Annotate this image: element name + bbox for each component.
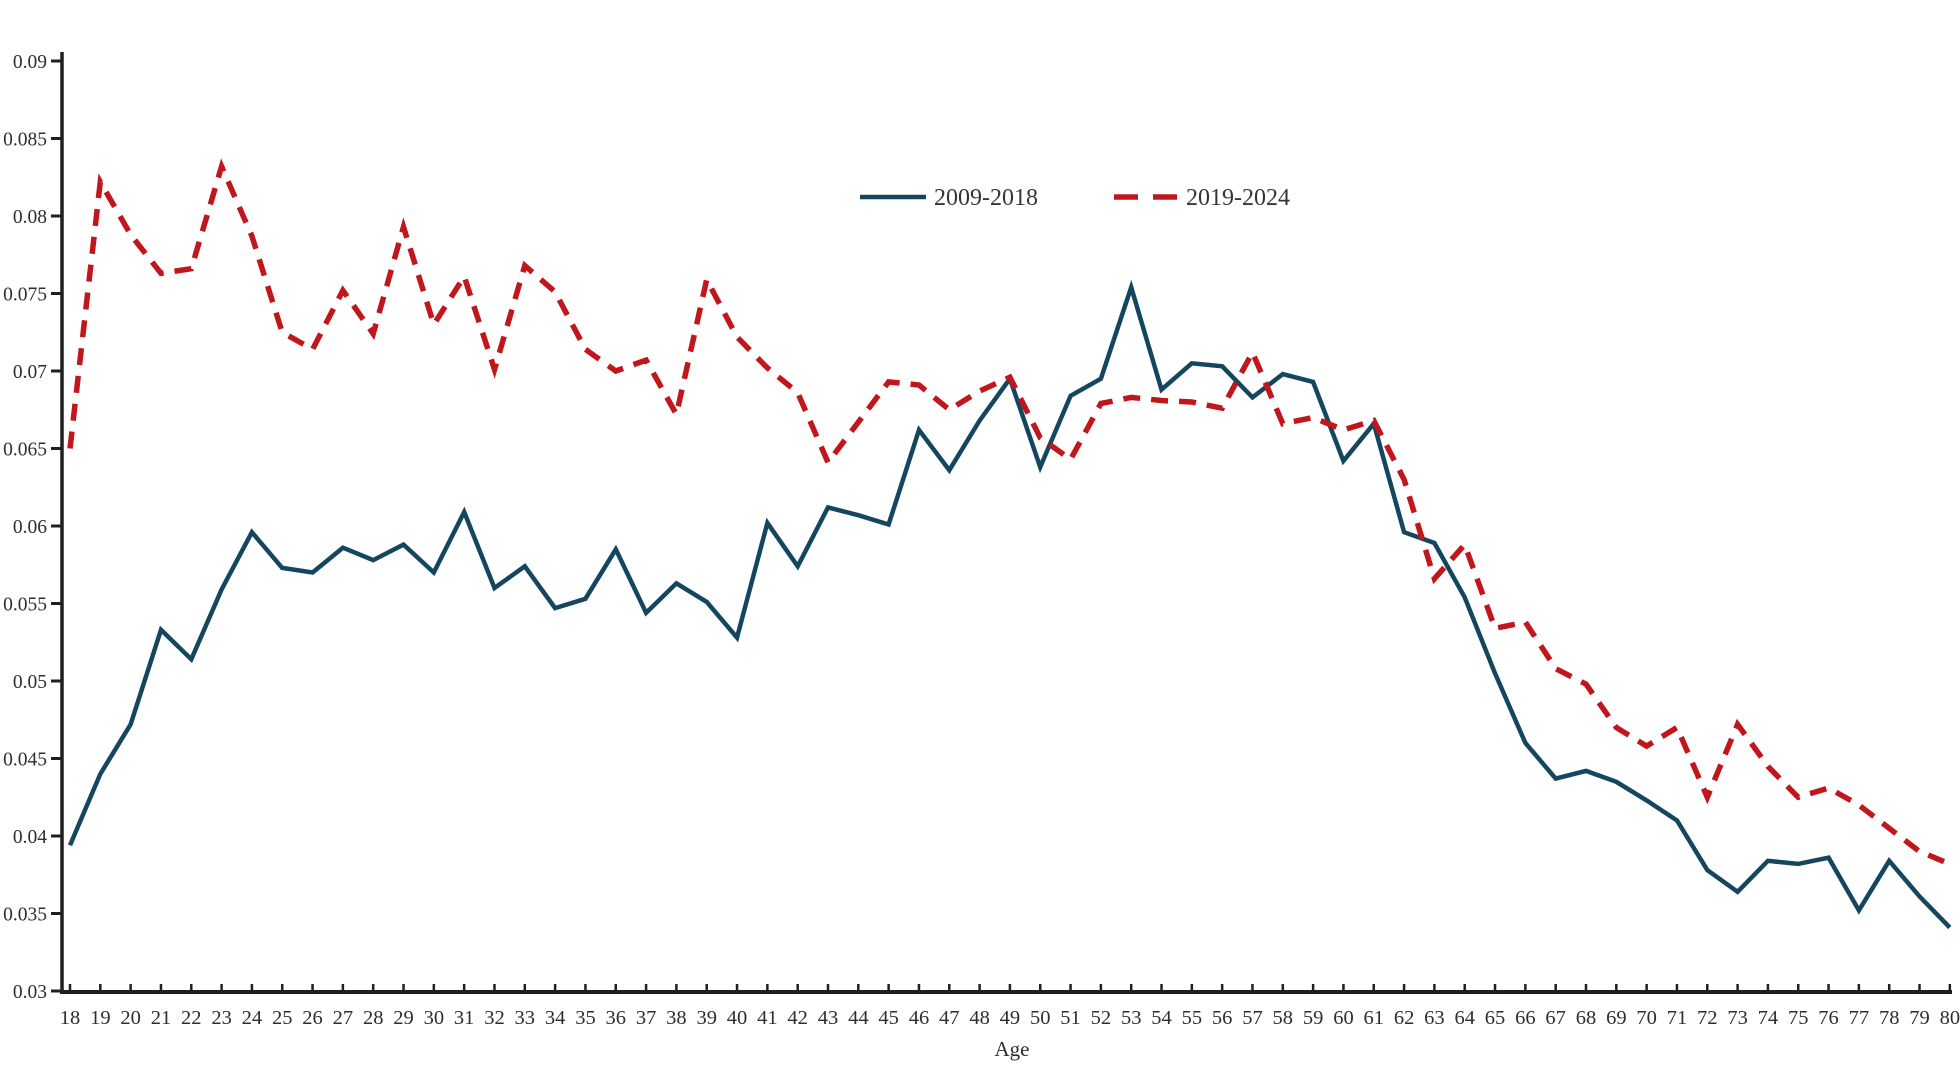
x-tick-label: 30 — [424, 1007, 445, 1029]
x-tick-label: 49 — [1000, 1007, 1021, 1029]
y-tick-label: 0.055 — [3, 595, 47, 616]
x-tick-label: 46 — [909, 1007, 930, 1029]
x-tick-label: 70 — [1636, 1007, 1657, 1029]
x-tick-label: 44 — [848, 1007, 869, 1029]
x-tick-label: 38 — [666, 1007, 687, 1029]
x-tick-label: 79 — [1909, 1007, 1930, 1029]
x-tick-label: 53 — [1121, 1007, 1142, 1029]
x-tick-label: 75 — [1788, 1007, 1809, 1029]
x-tick-label: 34 — [545, 1007, 566, 1029]
series-line-2019-2024 — [67, 158, 1951, 867]
x-tick-label: 28 — [363, 1007, 384, 1029]
y-tick-label: 0.085 — [3, 130, 47, 151]
x-tick-label: 67 — [1545, 1007, 1566, 1029]
x-tick-label: 47 — [939, 1007, 960, 1029]
x-tick-label: 40 — [727, 1007, 748, 1029]
x-tick-label: 58 — [1273, 1007, 1294, 1029]
x-tick-label: 21 — [151, 1007, 172, 1029]
x-tick-labels: 18 19 20 21 22 23 24 25 26 27 28 29 30 31 32 33 34 35 36 37… — [60, 1007, 1960, 1029]
y-tick-label: 0.075 — [3, 285, 47, 306]
y-tick-label: 0.07 — [13, 362, 47, 383]
y-ticks — [51, 59, 62, 993]
x-tick-label: 54 — [1151, 1007, 1172, 1029]
x-tick-label: 64 — [1454, 1007, 1475, 1029]
x-tick-label: 18 — [60, 1007, 81, 1029]
x-axis-title: Age — [995, 1037, 1030, 1061]
x-tick-label: 65 — [1485, 1007, 1506, 1029]
y-tick-label: 0.05 — [13, 672, 47, 693]
x-tick-label: 41 — [757, 1007, 778, 1029]
x-tick-label: 50 — [1030, 1007, 1051, 1029]
legend-label-first-series: 2009-2018 — [934, 185, 1038, 211]
y-tick-labels: 0.03 0.035 0.04 0.045 0.05 0.055 0.06 0.065 0.07… — [3, 52, 47, 1003]
x-ticks — [68, 984, 1952, 992]
x-tick-label: 27 — [333, 1007, 354, 1029]
x-tick-label: 37 — [636, 1007, 657, 1029]
x-tick-label: 62 — [1394, 1007, 1415, 1029]
x-tick-label: 61 — [1364, 1007, 1385, 1029]
x-tick-label: 77 — [1849, 1007, 1870, 1029]
x-tick-label: 55 — [1182, 1007, 1203, 1029]
x-tick-label: 51 — [1060, 1007, 1081, 1029]
x-tick-label: 25 — [272, 1007, 293, 1029]
x-tick-label: 80 — [1940, 1007, 1960, 1029]
x-tick-label: 45 — [878, 1007, 899, 1029]
y-tick-label: 0.045 — [3, 750, 47, 771]
x-tick-label: 31 — [454, 1007, 475, 1029]
x-tick-label: 22 — [181, 1007, 202, 1029]
x-tick-label: 57 — [1242, 1007, 1263, 1029]
x-tick-label: 43 — [818, 1007, 839, 1029]
x-tick-label: 48 — [969, 1007, 990, 1029]
x-tick-label: 52 — [1091, 1007, 1112, 1029]
x-tick-label: 33 — [515, 1007, 536, 1029]
x-tick-label: 73 — [1727, 1007, 1748, 1029]
x-tick-label: 69 — [1606, 1007, 1627, 1029]
y-tick-label: 0.06 — [13, 517, 47, 538]
x-tick-label: 68 — [1576, 1007, 1597, 1029]
x-tick-label: 60 — [1333, 1007, 1354, 1029]
x-tick-label: 23 — [211, 1007, 232, 1029]
x-tick-label: 32 — [484, 1007, 505, 1029]
x-tick-label: 59 — [1303, 1007, 1324, 1029]
y-tick-label: 0.035 — [3, 905, 47, 926]
x-tick-label: 63 — [1424, 1007, 1445, 1029]
legend-label-second-series: 2019-2024 — [1186, 185, 1290, 211]
x-tick-label: 71 — [1667, 1007, 1688, 1029]
x-tick-label: 35 — [575, 1007, 596, 1029]
x-tick-label: 56 — [1212, 1007, 1233, 1029]
x-tick-label: 36 — [606, 1007, 627, 1029]
x-tick-label: 78 — [1879, 1007, 1900, 1029]
x-tick-label: 19 — [90, 1007, 111, 1029]
x-tick-label: 74 — [1758, 1007, 1779, 1029]
x-tick-label: 66 — [1515, 1007, 1536, 1029]
x-tick-label: 42 — [787, 1007, 808, 1029]
x-tick-label: 20 — [120, 1007, 141, 1029]
x-tick-label: 72 — [1697, 1007, 1718, 1029]
legend: 2009-2018 2019-2024 — [860, 185, 1290, 211]
x-tick-label: 29 — [393, 1007, 414, 1029]
y-tick-label: 0.08 — [13, 207, 47, 228]
x-tick-label: 24 — [242, 1007, 263, 1029]
y-tick-label: 0.09 — [13, 52, 47, 73]
y-tick-label: 0.065 — [3, 440, 47, 461]
x-tick-label: 26 — [302, 1007, 323, 1029]
x-tick-label: 76 — [1818, 1007, 1839, 1029]
x-tick-label: 39 — [696, 1007, 717, 1029]
y-tick-label: 0.03 — [13, 982, 47, 1003]
y-tick-label: 0.04 — [13, 827, 47, 848]
series-lines — [67, 158, 1952, 930]
